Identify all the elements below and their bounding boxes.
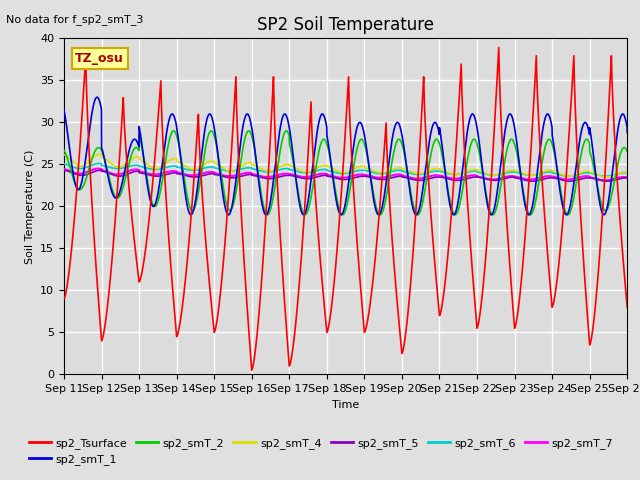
- sp2_Tsurface: [473, 320, 481, 325]
- sp2_smT_5: [97, 168, 104, 173]
- sp2_smT_5: [245, 172, 253, 178]
- sp2_Tsurface: [353, 234, 360, 240]
- Text: No data for f_sp2_smT_3: No data for f_sp2_smT_3: [6, 14, 144, 25]
- sp2_smT_1: [623, 130, 631, 135]
- sp2_smT_4: [473, 167, 481, 172]
- sp2_smT_7: [423, 174, 431, 180]
- sp2_smT_2: [60, 147, 68, 153]
- sp2_smT_6: [245, 165, 253, 171]
- sp2_Tsurface: [423, 150, 431, 156]
- sp2_smT_6: [95, 161, 103, 167]
- Y-axis label: Soil Temperature (C): Soil Temperature (C): [24, 149, 35, 264]
- sp2_Tsurface: [580, 270, 588, 276]
- Line: sp2_smT_1: sp2_smT_1: [64, 97, 627, 215]
- sp2_smT_4: [423, 169, 431, 175]
- Line: sp2_Tsurface: sp2_Tsurface: [64, 48, 627, 370]
- sp2_smT_4: [580, 168, 588, 174]
- sp2_smT_7: [473, 173, 481, 179]
- sp2_smT_6: [473, 168, 481, 174]
- sp2_Tsurface: [248, 367, 255, 373]
- sp2_smT_2: [580, 139, 588, 145]
- X-axis label: Time: Time: [332, 400, 359, 409]
- Line: sp2_smT_6: sp2_smT_6: [64, 164, 627, 176]
- sp2_Tsurface: [245, 333, 253, 338]
- sp2_smT_2: [376, 212, 384, 217]
- sp2_smT_2: [473, 140, 481, 145]
- sp2_smT_4: [96, 152, 104, 157]
- sp2_smT_6: [423, 170, 431, 176]
- sp2_smT_6: [580, 170, 588, 176]
- sp2_smT_1: [93, 95, 101, 100]
- sp2_smT_5: [473, 174, 481, 180]
- sp2_smT_5: [60, 168, 68, 173]
- Line: sp2_smT_4: sp2_smT_4: [64, 155, 627, 177]
- sp2_smT_2: [623, 148, 631, 154]
- sp2_smT_6: [61, 161, 69, 167]
- sp2_Tsurface: [623, 304, 631, 310]
- sp2_smT_4: [353, 165, 360, 170]
- sp2_smT_4: [623, 170, 631, 176]
- sp2_smT_1: [61, 113, 69, 119]
- sp2_smT_1: [580, 120, 588, 126]
- sp2_smT_2: [170, 128, 177, 134]
- sp2_smT_6: [353, 168, 360, 174]
- sp2_smT_4: [60, 152, 68, 157]
- sp2_smT_1: [337, 212, 345, 217]
- sp2_smT_2: [353, 147, 360, 153]
- Text: TZ_osu: TZ_osu: [76, 52, 124, 65]
- sp2_smT_1: [245, 114, 253, 120]
- sp2_smT_7: [353, 172, 360, 178]
- sp2_smT_2: [423, 175, 431, 181]
- sp2_smT_6: [60, 161, 68, 167]
- sp2_smT_7: [623, 174, 631, 180]
- sp2_smT_5: [353, 174, 360, 180]
- sp2_Tsurface: [495, 45, 502, 50]
- sp2_Tsurface: [60, 296, 68, 302]
- sp2_smT_5: [580, 175, 588, 181]
- sp2_smT_5: [623, 175, 631, 181]
- sp2_smT_4: [245, 160, 253, 166]
- sp2_smT_2: [61, 149, 69, 155]
- Line: sp2_smT_5: sp2_smT_5: [64, 170, 627, 181]
- sp2_smT_7: [61, 167, 69, 172]
- Legend: sp2_Tsurface, sp2_smT_1, sp2_smT_2, sp2_smT_4, sp2_smT_5, sp2_smT_6, sp2_smT_7: sp2_Tsurface, sp2_smT_1, sp2_smT_2, sp2_…: [24, 433, 618, 469]
- sp2_smT_2: [245, 128, 253, 134]
- sp2_smT_6: [564, 173, 572, 179]
- Line: sp2_smT_2: sp2_smT_2: [64, 131, 627, 215]
- sp2_smT_1: [423, 156, 431, 161]
- sp2_smT_5: [423, 176, 431, 182]
- sp2_smT_7: [245, 170, 253, 176]
- sp2_smT_4: [61, 152, 69, 158]
- sp2_smT_1: [473, 122, 481, 128]
- sp2_smT_7: [60, 166, 68, 172]
- Line: sp2_smT_7: sp2_smT_7: [64, 168, 627, 180]
- sp2_smT_7: [580, 173, 588, 179]
- sp2_smT_7: [601, 178, 609, 183]
- sp2_smT_4: [603, 174, 611, 180]
- sp2_Tsurface: [61, 293, 69, 299]
- sp2_smT_1: [353, 126, 360, 132]
- sp2_smT_1: [60, 107, 68, 113]
- sp2_smT_5: [61, 168, 69, 173]
- sp2_smT_7: [94, 166, 102, 171]
- sp2_smT_5: [529, 178, 536, 184]
- sp2_smT_6: [623, 171, 631, 177]
- Title: SP2 Soil Temperature: SP2 Soil Temperature: [257, 16, 434, 34]
